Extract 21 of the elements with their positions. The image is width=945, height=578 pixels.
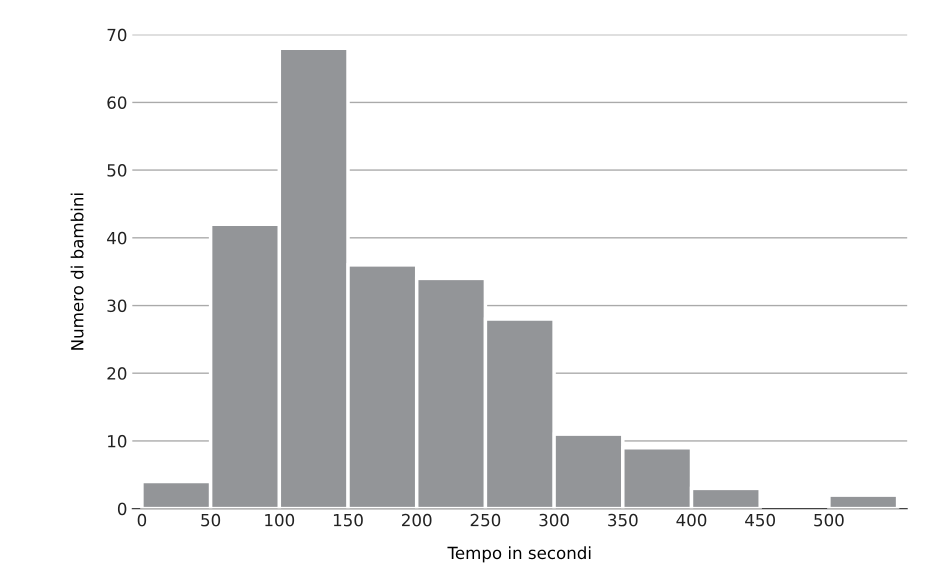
y-tick-label: 40 <box>107 232 126 244</box>
x-tick-label: 0 <box>138 514 146 526</box>
y-tick-label: 50 <box>108 164 126 177</box>
y-tick-label: 20 <box>107 367 126 380</box>
x-tick-label: 500 <box>814 514 844 526</box>
x-axis-title: Tempo in secondi <box>447 546 590 562</box>
y-tick-label: 70 <box>108 28 126 42</box>
y-tick-label: 0 <box>118 502 126 516</box>
x-tick-label: 250 <box>470 514 500 526</box>
y-axis-title: Numero di bambini <box>70 194 84 350</box>
x-tick-label: 200 <box>402 514 432 526</box>
x-tick-label: 150 <box>334 514 363 526</box>
x-tick-label: 300 <box>539 514 569 526</box>
x-tick-label: 50 <box>201 514 220 526</box>
x-tick-label: 350 <box>608 514 638 526</box>
y-tick-label: 30 <box>108 299 126 312</box>
y-tick-label: 10 <box>108 434 126 448</box>
x-tick-label: 450 <box>745 514 775 526</box>
x-tick-label: 400 <box>676 514 706 526</box>
x-tick-label: 100 <box>265 514 294 526</box>
y-tick-label: 60 <box>107 96 126 109</box>
